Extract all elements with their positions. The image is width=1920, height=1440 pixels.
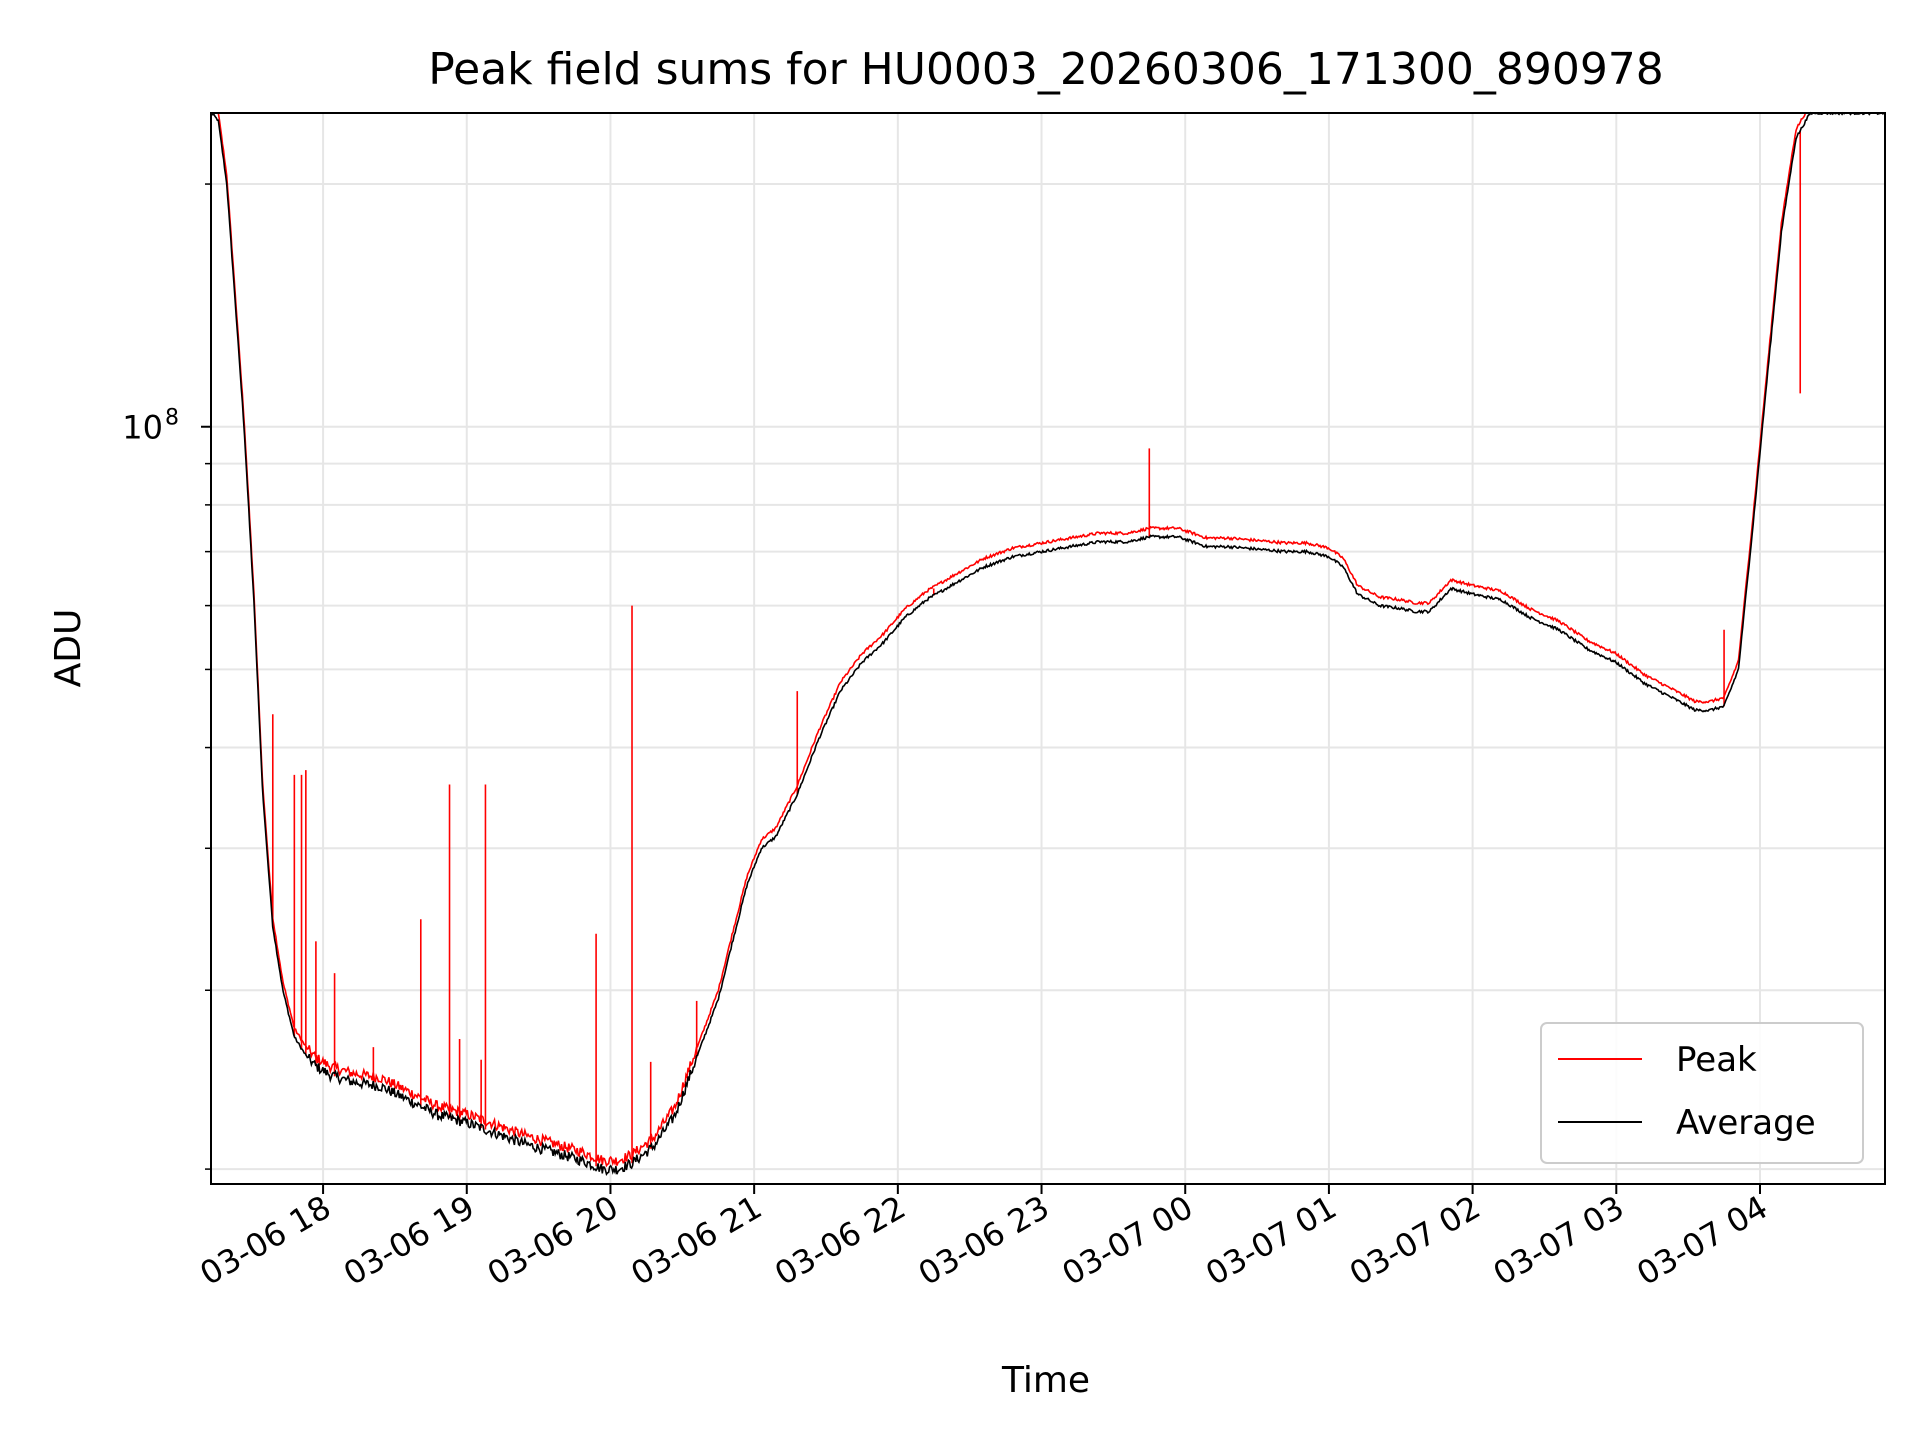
plot-frame bbox=[210, 112, 1886, 1185]
y-tick-label: 10 bbox=[122, 409, 163, 447]
x-axis-label: Time bbox=[1001, 1360, 1090, 1401]
y-axis: 10 8 bbox=[122, 183, 211, 1170]
legend-average-label: Average bbox=[1676, 1103, 1816, 1143]
peak-series-line bbox=[211, 112, 1885, 1168]
average-series-line bbox=[210, 111, 1885, 1176]
grid bbox=[211, 113, 1885, 1184]
y-axis-label: ADU bbox=[48, 609, 89, 688]
legend-peak-label: Peak bbox=[1676, 1040, 1757, 1080]
chart-title: Peak field sums for HU0003_20260306_1713… bbox=[428, 44, 1664, 95]
y-tick-exponent: 8 bbox=[165, 406, 179, 431]
plot-lines bbox=[210, 111, 1885, 1176]
legend: Peak Average bbox=[1540, 1022, 1864, 1164]
